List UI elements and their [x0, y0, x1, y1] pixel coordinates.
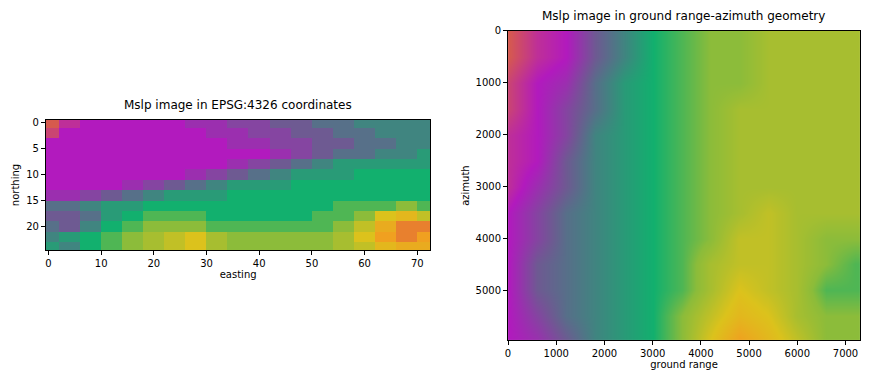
svg-text:3000: 3000 [476, 181, 501, 192]
svg-text:60: 60 [358, 258, 371, 269]
svg-text:5000: 5000 [476, 285, 501, 296]
svg-text:6000: 6000 [785, 348, 810, 359]
svg-text:northing: northing [10, 164, 21, 206]
svg-text:7000: 7000 [833, 348, 858, 359]
svg-text:20: 20 [26, 221, 39, 232]
svg-text:4000: 4000 [688, 348, 713, 359]
svg-text:3000: 3000 [640, 348, 665, 359]
svg-text:10: 10 [26, 169, 39, 180]
svg-text:ground range: ground range [650, 359, 718, 370]
svg-text:0: 0 [505, 348, 511, 359]
svg-text:easting: easting [220, 269, 257, 280]
svg-text:azimuth: azimuth [460, 165, 471, 206]
svg-text:4000: 4000 [476, 233, 501, 244]
svg-text:5000: 5000 [736, 348, 761, 359]
svg-text:5: 5 [32, 143, 38, 154]
svg-text:70: 70 [411, 258, 424, 269]
svg-text:1000: 1000 [476, 77, 501, 88]
svg-text:Mslp image in EPSG:4326 coordi: Mslp image in EPSG:4326 coordinates [124, 98, 352, 112]
svg-text:0: 0 [45, 258, 51, 269]
svg-text:40: 40 [253, 258, 266, 269]
svg-text:0: 0 [32, 117, 38, 128]
svg-text:Mslp image in ground range-azi: Mslp image in ground range-azimuth geome… [542, 9, 825, 23]
svg-text:1000: 1000 [544, 348, 569, 359]
svg-text:20: 20 [147, 258, 160, 269]
svg-text:10: 10 [95, 258, 108, 269]
svg-text:15: 15 [26, 195, 39, 206]
svg-text:2000: 2000 [592, 348, 617, 359]
svg-text:0: 0 [495, 25, 501, 36]
svg-text:2000: 2000 [476, 129, 501, 140]
svg-text:50: 50 [306, 258, 319, 269]
svg-text:30: 30 [200, 258, 213, 269]
